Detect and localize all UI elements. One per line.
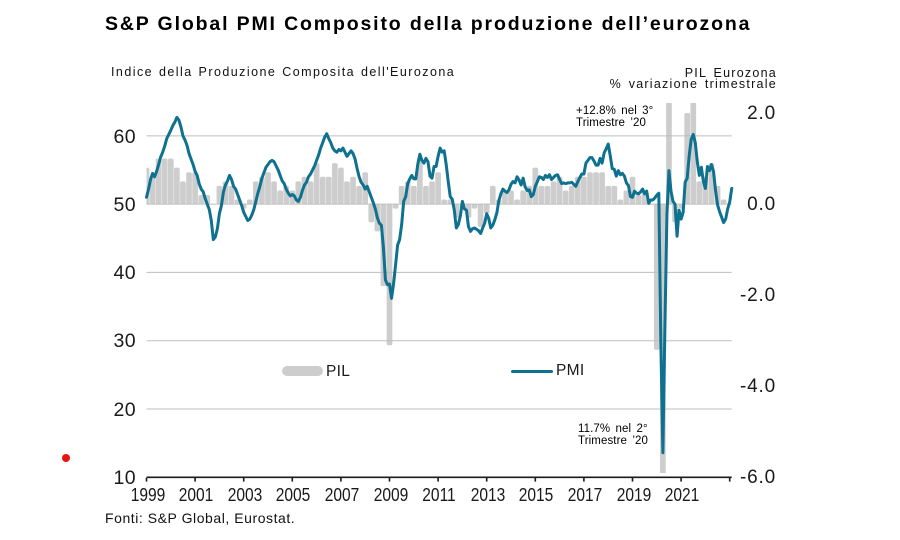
x-axis-tick-label: 2015 <box>519 484 554 505</box>
pil-bar <box>313 163 320 205</box>
pil-bar <box>198 194 205 205</box>
annotation-q2-2020-line2: Trimestre ’20 <box>578 434 648 447</box>
pil-bar <box>587 172 593 205</box>
pil-bar <box>635 194 642 205</box>
left-axis-tick-label: 50 <box>113 193 136 216</box>
pil-bar <box>720 199 727 205</box>
pil-bar <box>331 163 338 205</box>
pil-bar <box>605 185 612 205</box>
pil-bar <box>344 181 350 205</box>
legend-pmi-label: PMI <box>556 362 585 379</box>
right-axis-title-line1: PIL Eurozona <box>684 66 777 80</box>
x-axis-tick-label: 1999 <box>130 484 165 505</box>
pil-bar <box>483 204 490 214</box>
pil-bar <box>489 185 496 205</box>
pil-bar <box>581 176 587 205</box>
pil-bar <box>277 190 283 205</box>
left-axis-tick-label: 30 <box>113 330 136 353</box>
legend-pil-label: PIL <box>326 363 351 380</box>
right-axis-tick-label: -4.0 <box>740 375 776 397</box>
pil-bar <box>368 204 375 223</box>
pil-bar <box>350 176 356 205</box>
source-note: Fonti: S&P Global, Eurostat. <box>105 510 296 526</box>
x-axis-tick-label: 2009 <box>373 484 408 505</box>
annotation-q2-2020-line1: 11.7% nel 2° <box>578 423 648 435</box>
pil-bar <box>599 172 605 205</box>
pil-bar <box>265 172 271 205</box>
pil-bar <box>690 103 697 205</box>
page-title: S&P Global PMI Composito della produzion… <box>105 13 752 35</box>
left-axis-tick-label: 40 <box>113 262 136 284</box>
pil-bar <box>508 190 514 205</box>
pil-bar <box>386 204 393 346</box>
pil-bar <box>623 190 630 205</box>
gridlines <box>146 135 732 410</box>
pil-bar <box>338 167 344 205</box>
right-axis-title-line2: % variazione trimestrale <box>609 77 777 92</box>
x-axis-tick-label: 2003 <box>227 484 262 505</box>
pil-bar <box>319 176 326 205</box>
left-axis-tick-label: 60 <box>113 125 136 148</box>
pil-bar <box>435 172 441 205</box>
pil-bar <box>167 158 174 205</box>
pil-bar <box>325 176 332 205</box>
x-axis-tick-label: 2021 <box>664 484 700 505</box>
x-axis <box>145 476 732 482</box>
pmi-line-series <box>145 115 734 455</box>
left-axis-tick-label: 10 <box>113 466 136 489</box>
pil-bar <box>392 204 399 209</box>
x-axis-tick-label: 2011 <box>422 484 456 505</box>
pil-bar <box>228 185 235 205</box>
left-axis-tick-label: 20 <box>113 398 136 421</box>
pil-bar <box>520 190 526 205</box>
legend-pmi-swatch <box>511 369 553 374</box>
right-axis-tick-label: 0.0 <box>747 193 776 215</box>
pil-bar <box>477 204 484 227</box>
x-axis-tick-label: 2007 <box>324 484 360 505</box>
annotation-q2-2020: 11.7% nel 2° Trimestre ’20 <box>578 423 648 447</box>
left-axis-title: Indice della Produzione Composita dell'E… <box>111 65 456 79</box>
annotation-q3-2020: +12.8% nel 3° Trimestre ’20 <box>576 105 654 129</box>
pil-bar <box>696 181 703 205</box>
pil-bar <box>161 158 168 205</box>
pil-bar <box>471 204 478 209</box>
pil-bar <box>186 172 192 205</box>
pil-bar <box>562 190 569 205</box>
x-axis-tick-label: 2005 <box>276 484 311 505</box>
pil-bar <box>593 172 599 205</box>
pil-bar <box>544 185 551 205</box>
pil-bar <box>550 181 557 205</box>
pil-bar <box>429 181 435 205</box>
right-axis-tick-label: 2.0 <box>747 102 776 124</box>
pil-bar <box>271 181 277 205</box>
pil-bar <box>180 181 186 205</box>
x-axis-tick-label: 2019 <box>616 484 651 505</box>
right-axis-tick-label: -2.0 <box>740 284 776 306</box>
pil-bar <box>568 185 575 205</box>
pil-bar <box>423 185 429 205</box>
pil-bar <box>617 199 624 205</box>
pil-bar <box>441 199 448 205</box>
pil-bar <box>356 185 362 205</box>
pil-bar <box>192 172 198 205</box>
annotation-q3-2020-line2: Trimestre ’20 <box>576 116 646 129</box>
pil-bar <box>307 181 314 205</box>
pil-bar <box>174 167 180 205</box>
pil-bar <box>410 185 417 205</box>
pil-bar <box>246 199 253 205</box>
x-axis-tick-label: 2001 <box>178 484 214 505</box>
pil-bars-series <box>146 103 727 473</box>
x-axis-tick-label: 2017 <box>567 484 603 505</box>
right-axis-tick-label: -6.0 <box>740 466 776 488</box>
red-bullet-dot <box>62 454 70 462</box>
annotation-q3-2020-line1: +12.8% nel 3° <box>576 105 654 117</box>
x-axis-tick-label: 2013 <box>470 484 505 505</box>
right-axis-title: PIL Eurozona % variazione trimestrale <box>609 66 777 92</box>
legend-pil-swatch <box>282 366 323 376</box>
pil-bar <box>611 185 618 205</box>
pil-bar <box>538 185 545 205</box>
pil-bar <box>514 199 520 205</box>
